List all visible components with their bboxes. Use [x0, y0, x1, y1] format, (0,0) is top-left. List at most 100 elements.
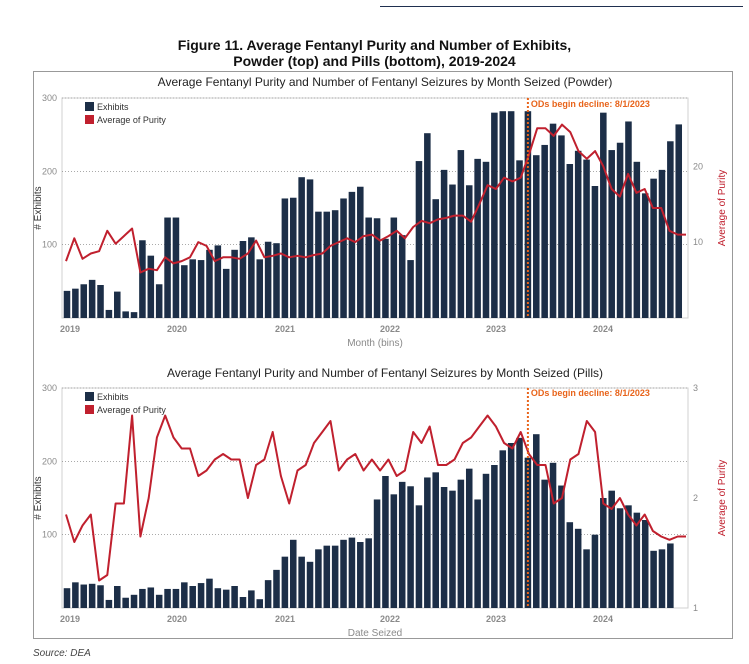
p2-bar — [231, 586, 238, 608]
p2-bar — [357, 542, 364, 608]
p2-bar — [667, 543, 674, 608]
p1-bar — [340, 198, 347, 318]
p1-bar — [474, 158, 481, 318]
p2-y-right-axis-label: Average of Purity — [717, 460, 728, 537]
p1-y-left-tick-label: 200 — [42, 166, 57, 176]
p2-bar — [641, 520, 649, 608]
p2-bar — [97, 585, 104, 608]
p2-bar — [130, 594, 138, 608]
p1-bar — [407, 260, 414, 318]
p2-bar — [608, 490, 615, 608]
p2-bar — [616, 508, 624, 608]
p1-bar — [130, 312, 138, 318]
p1-bar — [97, 285, 104, 318]
p2-bar — [373, 499, 381, 608]
p1-chart-title: Average Fentanyl Purity and Number of Fe… — [158, 75, 613, 89]
p1-bar — [256, 259, 264, 318]
p2-bar — [407, 486, 414, 608]
p2-y-right-tick-label: 1 — [693, 603, 698, 613]
p2-y-left-tick-label: 100 — [42, 530, 57, 540]
p1-bar — [63, 290, 71, 318]
p1-bar — [424, 133, 431, 318]
p1-bar — [507, 111, 515, 318]
p2-bar — [558, 485, 565, 608]
p1-bar — [298, 177, 305, 318]
p1-bar — [273, 243, 280, 318]
p1-bar — [398, 235, 406, 318]
p1-bar — [164, 217, 171, 318]
p2-x-tick-label: 2024 — [593, 614, 613, 624]
p2-bar — [583, 549, 590, 608]
p2-legend-label-exhibits: Exhibits — [97, 392, 129, 402]
p1-bar — [558, 135, 565, 318]
p2-x-tick-label: 2020 — [167, 614, 187, 624]
p2-bar — [650, 550, 657, 608]
p1-bar — [357, 186, 364, 318]
p1-bar — [616, 142, 624, 318]
p2-bar — [474, 499, 481, 608]
p2-bar — [281, 556, 289, 608]
p2-x-tick-label: 2023 — [486, 614, 506, 624]
p2-x-tick-label: 2021 — [275, 614, 295, 624]
p1-bar — [415, 161, 423, 318]
p2-bar — [331, 545, 339, 608]
p1-x-axis-label: Month (bins) — [347, 338, 403, 349]
p2-x-tick-label: 2019 — [60, 614, 80, 624]
p2-bar — [197, 583, 205, 608]
p1-bar — [373, 218, 381, 318]
p2-bar — [164, 588, 171, 608]
p1-bar — [482, 161, 490, 318]
p2-bar — [491, 465, 498, 608]
p1-x-tick-label: 2022 — [380, 324, 400, 334]
p1-bar — [382, 238, 389, 318]
p1-bar — [432, 199, 439, 318]
p2-bar — [298, 556, 305, 608]
p2-bar — [114, 586, 121, 608]
p2-legend-label-purity: Average of Purity — [97, 405, 166, 415]
p1-bar — [583, 159, 590, 318]
p1-bar — [248, 237, 255, 318]
p2-bar — [549, 462, 557, 608]
p1-bar — [289, 197, 297, 318]
p1-bar — [214, 245, 222, 318]
p2-bar — [457, 479, 465, 608]
p2-bar — [189, 586, 196, 608]
p2-bar — [591, 534, 599, 608]
p2-bar — [105, 599, 113, 608]
p2-bar — [398, 481, 406, 608]
p1-bar — [331, 210, 339, 318]
p2-bar — [306, 561, 314, 608]
p2-y-left-axis-label: # Exhibits — [33, 476, 44, 519]
p2-bar — [449, 490, 456, 608]
p2-bar — [315, 549, 322, 608]
p1-x-tick-label: 2019 — [60, 324, 80, 334]
p2-y-right-tick-label: 3 — [693, 383, 698, 393]
p2-bar — [222, 589, 230, 608]
p1-bar — [114, 291, 121, 318]
p1-bar — [139, 240, 146, 318]
p1-bar — [365, 217, 372, 318]
p1-bar — [549, 123, 557, 319]
p1-y-right-axis-label: Average of Purity — [717, 170, 728, 247]
p2-bar — [289, 539, 297, 608]
p2-bar — [365, 538, 372, 608]
p1-bar — [465, 185, 473, 318]
p1-bar — [155, 284, 163, 318]
p2-bar — [600, 498, 607, 608]
p1-bar — [541, 144, 548, 318]
p2-bar — [88, 583, 96, 608]
p1-bar — [516, 160, 523, 318]
p1-bar — [189, 259, 196, 318]
p2-y-left-tick-label: 200 — [42, 456, 57, 466]
p1-bar — [390, 217, 398, 318]
p1-purity-line — [65, 123, 686, 274]
p2-bar — [155, 594, 163, 608]
p1-legend-label-exhibits: Exhibits — [97, 102, 129, 112]
p2-bar — [516, 437, 523, 608]
p1-bar — [667, 141, 674, 318]
p2-bar — [181, 582, 188, 608]
p1-bar — [600, 112, 607, 319]
p2-bar — [206, 578, 213, 608]
p2-bar — [273, 569, 280, 608]
p1-bar — [348, 191, 356, 318]
